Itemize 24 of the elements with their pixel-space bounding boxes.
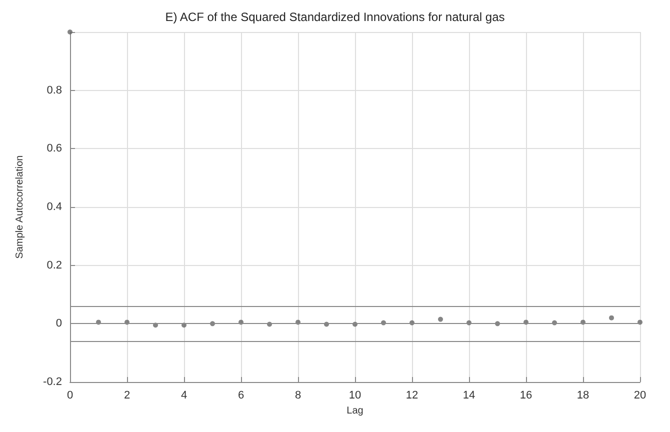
x-tick-label: 14 bbox=[462, 390, 476, 402]
y-tick-label: -0.2 bbox=[43, 376, 62, 388]
x-tick-label: 20 bbox=[634, 390, 646, 402]
y-tick-label: 0.6 bbox=[46, 142, 62, 155]
x-tick-label: 12 bbox=[406, 390, 418, 402]
x-tick-label: 10 bbox=[348, 390, 362, 402]
x-tick-label: 18 bbox=[576, 390, 590, 402]
point bbox=[638, 320, 642, 325]
x-axis-title: Lag bbox=[346, 406, 364, 416]
y-tick-label: 0.4 bbox=[46, 201, 62, 213]
x-tick-label: 6 bbox=[238, 390, 244, 402]
y-axis-title: Sample Autocorrelation bbox=[14, 155, 26, 259]
chart-title: E) ACF of the Squared Standardized Innovations for natural gas bbox=[165, 10, 505, 24]
point bbox=[438, 316, 443, 322]
point bbox=[68, 30, 72, 34]
point bbox=[609, 315, 614, 320]
x-tick-label: 16 bbox=[520, 390, 532, 402]
y-tick-label: 0.2 bbox=[46, 259, 62, 272]
x-tick-label: 8 bbox=[294, 390, 302, 402]
y-tick-label: 0.8 bbox=[46, 84, 62, 96]
x-tick-label: 4 bbox=[180, 390, 188, 402]
y-tick-label: 0 bbox=[56, 318, 62, 330]
x-tick-label: 0 bbox=[66, 390, 74, 402]
x-tick-label: 2 bbox=[124, 390, 130, 402]
